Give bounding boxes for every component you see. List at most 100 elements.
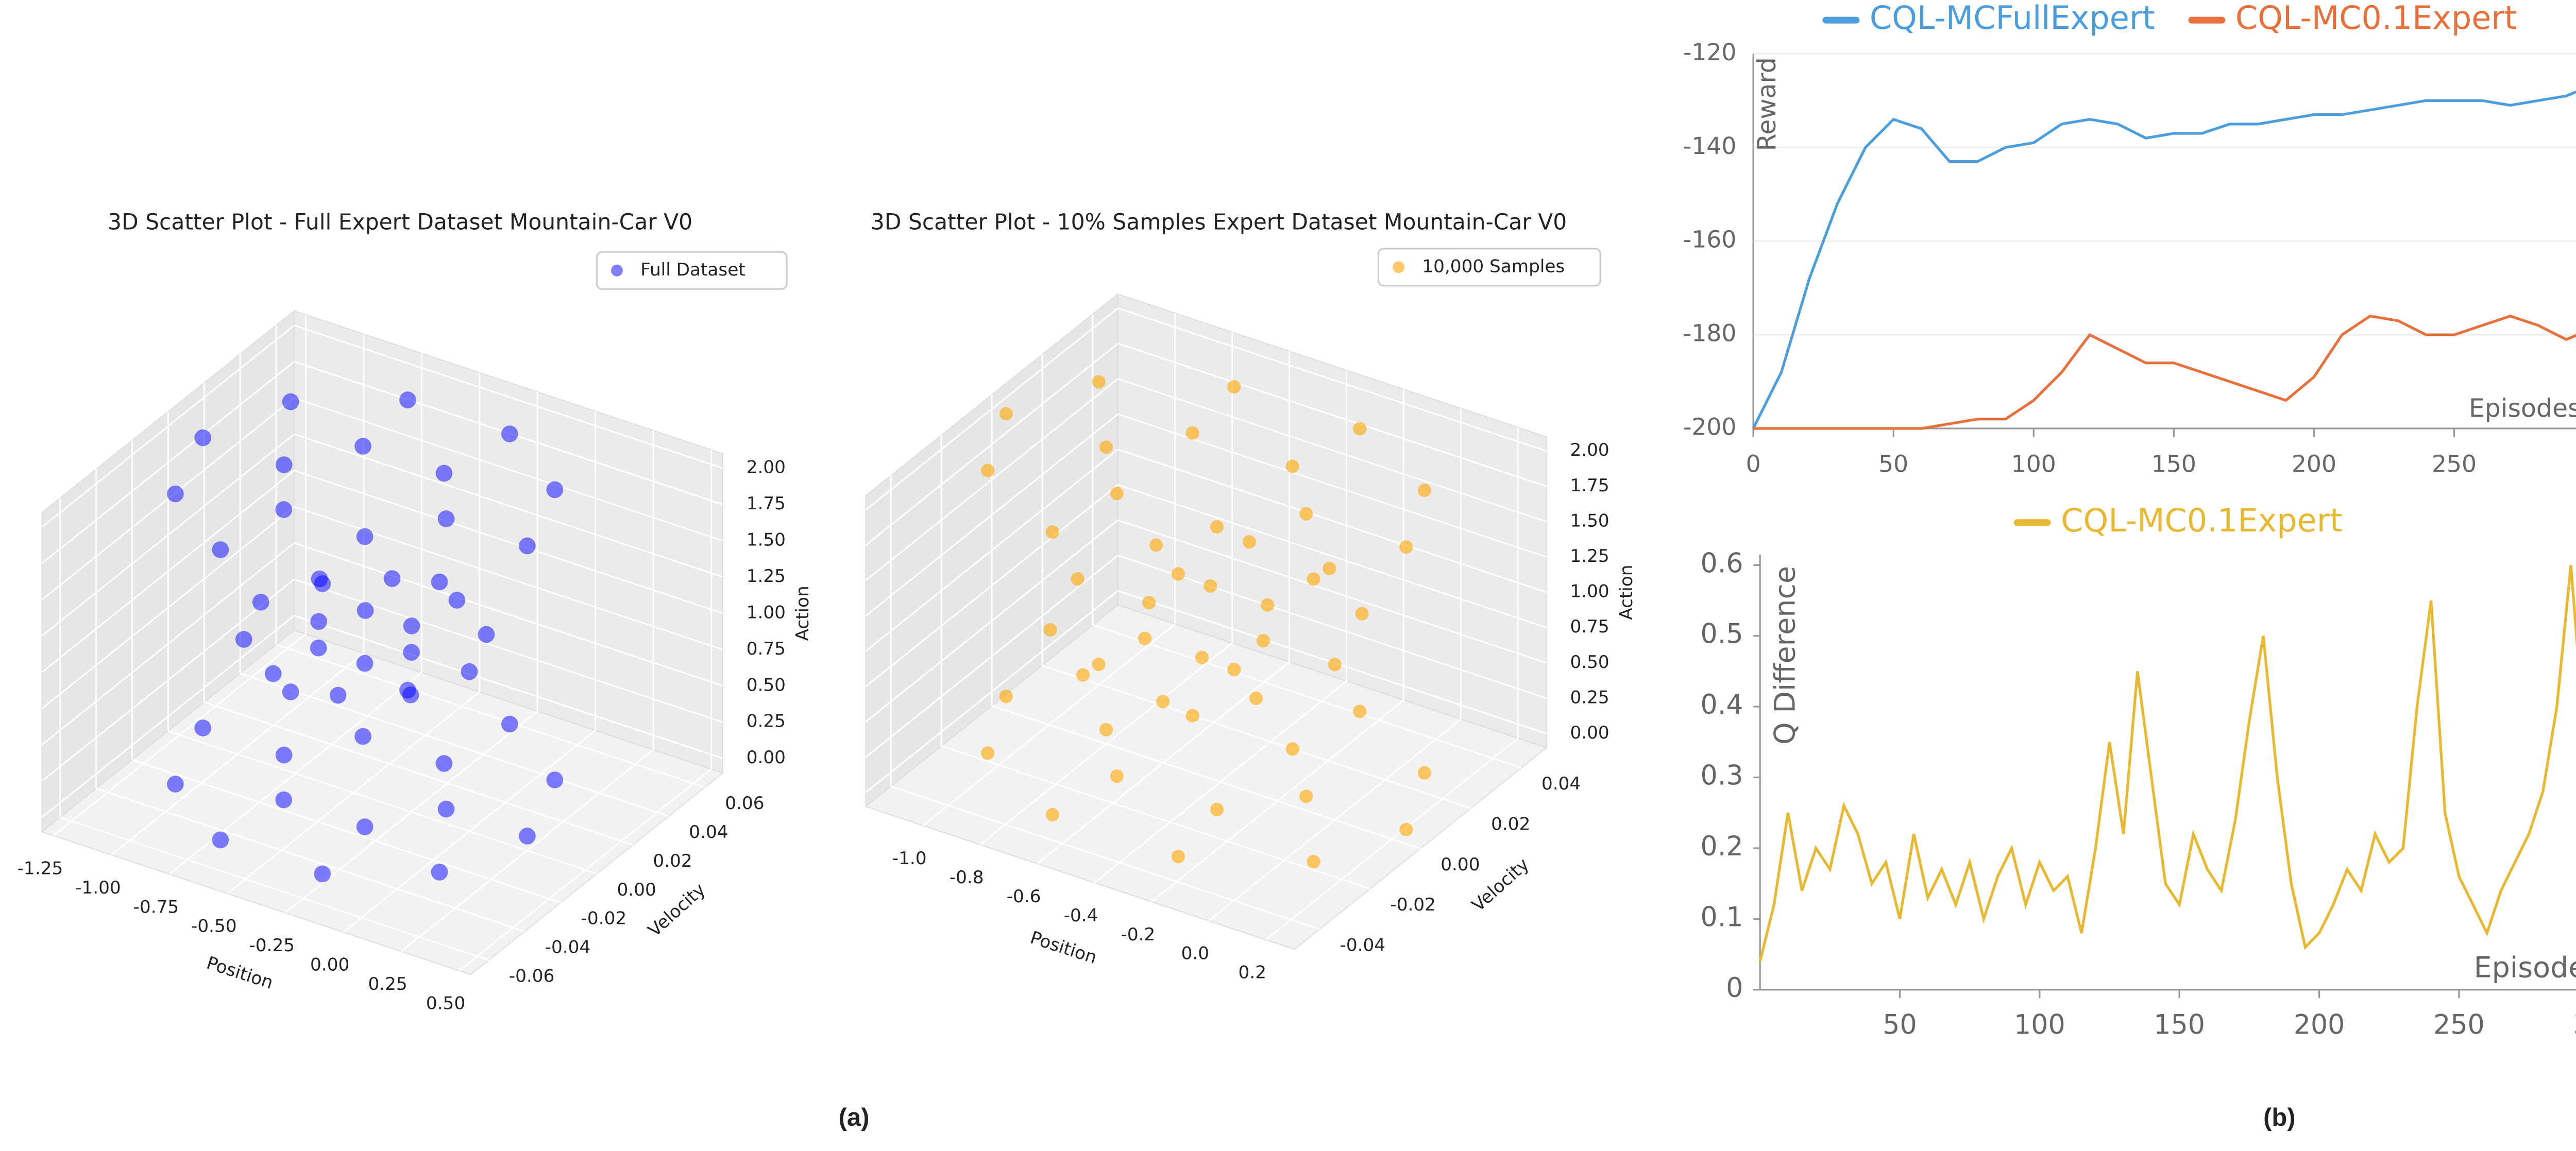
y-tick-label: 0.00: [1440, 854, 1480, 875]
point: [1227, 662, 1241, 677]
grid-line: [41, 361, 295, 564]
caption: (b): [2263, 1104, 2296, 1131]
point: [461, 663, 478, 680]
point: [402, 686, 419, 703]
point: [1299, 789, 1313, 803]
y-tick-label: 0: [1726, 973, 1743, 1004]
grid-line: [294, 470, 723, 614]
grid-line: [294, 433, 723, 578]
y-tick-label: -200: [1683, 414, 1737, 441]
x-tick-label: 0: [1746, 450, 1761, 477]
grid-line: [890, 785, 1320, 930]
point: [310, 613, 327, 630]
grid-line: [1117, 342, 1547, 487]
point: [1353, 422, 1367, 436]
point: [1256, 634, 1270, 648]
x-tick-label: 250: [2432, 450, 2477, 477]
y-tick-label: -160: [1683, 226, 1737, 253]
grid-line: [204, 701, 633, 846]
y-tick-label: 0.06: [725, 793, 764, 814]
z-tick-label: 1.25: [747, 566, 786, 587]
grid-line: [1117, 378, 1547, 523]
line: [1753, 314, 2576, 430]
point: [1099, 440, 1113, 454]
z-tick-label: 0.25: [1570, 687, 1609, 708]
point: [282, 683, 299, 700]
z-tick-label: 2.00: [747, 457, 786, 478]
z-tick-label: 1.50: [747, 530, 786, 551]
point: [1092, 658, 1106, 672]
legend-label: CQL-MC0.1Expert: [2235, 0, 2517, 37]
point: [1249, 691, 1263, 706]
point: [546, 481, 564, 499]
z-tick-label: 2.00: [1570, 440, 1609, 460]
point: [435, 755, 453, 772]
line: [1752, 90, 2576, 430]
point: [329, 686, 347, 704]
point: [1399, 822, 1413, 837]
point: [1156, 695, 1170, 709]
grid-line: [41, 433, 295, 637]
point: [314, 865, 331, 883]
x-tick-label: 50: [1883, 1010, 1917, 1041]
grid-line: [294, 324, 723, 469]
point: [399, 391, 416, 408]
x-tick-label: -0.8: [950, 867, 984, 888]
point: [437, 510, 455, 527]
line: [1758, 565, 2576, 962]
point: [357, 602, 374, 619]
point: [431, 573, 448, 591]
y-tick-label: -180: [1683, 320, 1737, 347]
y-tick-label: -0.04: [545, 937, 591, 958]
grid-line: [865, 378, 1118, 581]
x-tick-label: 100: [2014, 1010, 2065, 1041]
point: [519, 537, 536, 555]
x-tick-label: 150: [2151, 450, 2196, 477]
point: [1242, 535, 1256, 549]
grid-line: [276, 644, 705, 788]
y-tick-label: 0.3: [1701, 761, 1743, 792]
point: [1285, 742, 1299, 756]
point: [1185, 709, 1199, 723]
grid-line: [865, 449, 1118, 652]
x-tick-label: 200: [2292, 450, 2336, 477]
grid-line: [865, 590, 1118, 793]
x-tick-label: -0.2: [1121, 924, 1156, 945]
x-tick-label: 0.00: [310, 955, 349, 975]
point: [1043, 623, 1057, 637]
grid-line: [1117, 307, 1547, 452]
caption: (a): [839, 1104, 870, 1131]
x-axis-label: Position: [1028, 927, 1099, 968]
y-tick-label: 0.00: [617, 880, 656, 900]
y-tick-label: -0.06: [509, 966, 555, 987]
y-axis-label: Reward: [1752, 57, 1782, 151]
point: [1099, 723, 1113, 736]
x-tick-label: 150: [2154, 1010, 2205, 1041]
point: [194, 719, 212, 736]
grid-line: [60, 816, 489, 961]
point: [403, 644, 420, 661]
y-tick-label: 0.04: [1541, 774, 1581, 794]
z-tick-label: 1.00: [747, 602, 786, 623]
z-axis-label: Action: [1616, 564, 1637, 620]
point: [1299, 507, 1313, 521]
x-tick-label: -0.75: [133, 897, 179, 917]
legend-box: [596, 251, 788, 290]
grid-line: [41, 324, 295, 528]
point: [1045, 808, 1059, 821]
x-tick-label: 50: [1878, 450, 1908, 477]
point: [437, 800, 455, 818]
legend-label: Full Dataset: [640, 260, 745, 280]
point: [1071, 572, 1084, 586]
point: [1110, 769, 1124, 783]
legend-marker: [611, 264, 623, 277]
point: [519, 828, 536, 845]
grid-line: [96, 787, 525, 932]
point: [1210, 520, 1224, 534]
grid-line: [865, 307, 1118, 511]
point: [501, 425, 518, 442]
point: [981, 746, 995, 760]
point: [1323, 561, 1336, 575]
x-tick-label: 300: [2573, 1010, 2576, 1041]
